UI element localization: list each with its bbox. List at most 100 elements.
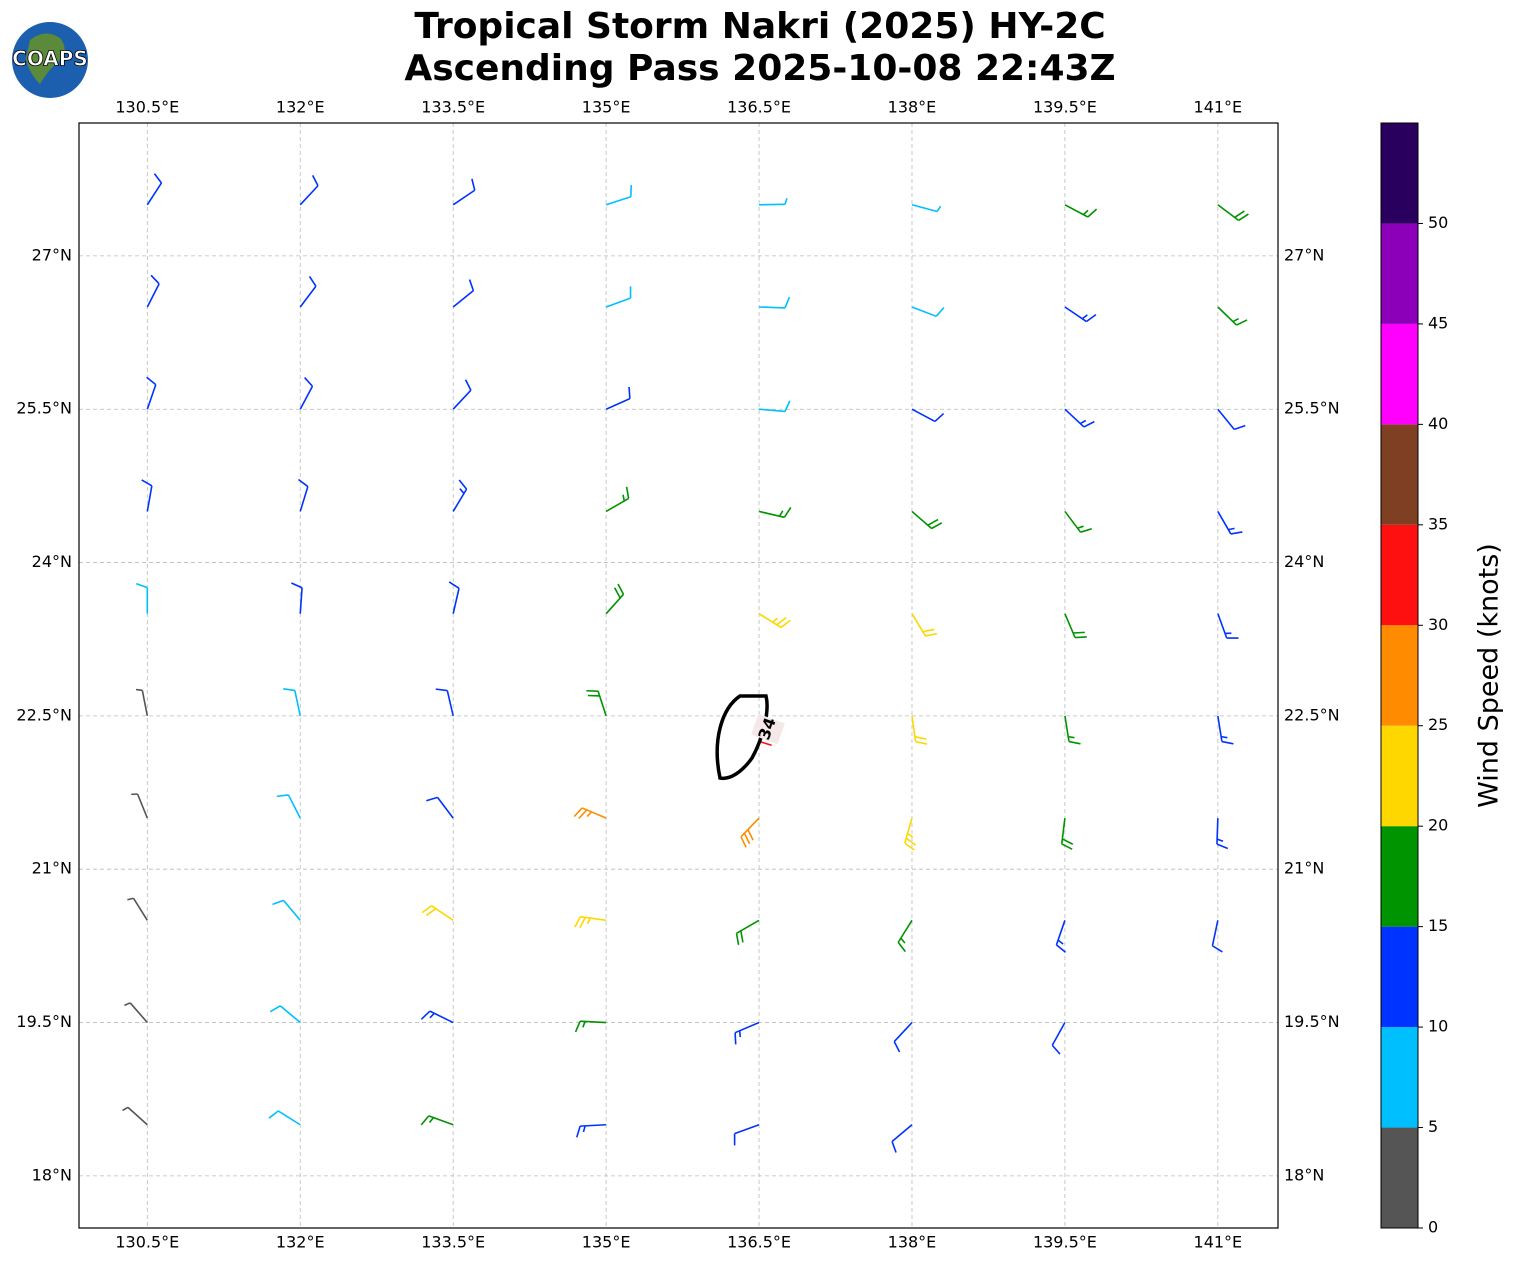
colorbar-tick-label: 50 <box>1428 213 1448 232</box>
barb-staff <box>1218 716 1222 742</box>
barb-staff <box>582 808 606 818</box>
barb-full <box>273 897 284 907</box>
barb-staff <box>1217 818 1218 844</box>
barb-full <box>1212 946 1224 952</box>
barb-full <box>785 401 790 412</box>
barb-staff <box>606 399 630 410</box>
barb-staff <box>606 498 629 511</box>
barb-full <box>576 1126 581 1137</box>
wind-barb <box>136 480 152 511</box>
barb-full <box>588 692 600 699</box>
barb-staff <box>606 197 631 205</box>
barb-staff <box>128 1107 147 1124</box>
wind-barb <box>1065 298 1096 324</box>
barb-staff <box>1065 205 1088 217</box>
colorbar-tick-label: 10 <box>1428 1017 1448 1036</box>
barb-staff <box>894 1023 912 1042</box>
colorbar-tick-label: 40 <box>1428 414 1448 433</box>
barb-full <box>1062 839 1073 844</box>
barb-full <box>291 583 302 588</box>
wind-barb <box>426 794 453 825</box>
wind-barb <box>1065 505 1092 536</box>
barb-half <box>122 1106 128 1112</box>
barb-staff <box>453 390 471 409</box>
wind-barb <box>1218 299 1247 328</box>
wind-barb <box>445 380 474 409</box>
barb-full <box>448 582 460 588</box>
wind-barb <box>447 179 478 205</box>
barb-full <box>935 412 944 424</box>
barb-staff <box>1218 614 1227 638</box>
wind-barb <box>1217 818 1229 848</box>
wind-barb <box>892 1023 921 1052</box>
barb-full <box>283 687 295 693</box>
x-tick-label: 138°E <box>888 1233 937 1252</box>
barb-full <box>426 794 437 804</box>
wind-barb <box>436 687 453 719</box>
wind-barb <box>598 584 626 614</box>
barb-staff <box>453 489 466 511</box>
colorbar-label: Wind Speed (knots) <box>1474 543 1505 808</box>
logo: COAPS <box>12 22 88 98</box>
wind-barb <box>292 175 321 204</box>
barb-staff <box>280 1006 300 1023</box>
wind-barb <box>576 1125 607 1138</box>
barb-full <box>149 275 161 284</box>
barb-staff <box>912 205 937 212</box>
wind-barb <box>1050 1023 1074 1055</box>
barb-full <box>436 687 448 693</box>
barb-half <box>773 617 778 623</box>
y-tick-label: 24°N <box>1284 552 1324 571</box>
y-tick-label: 24°N <box>32 552 72 571</box>
barb-full <box>936 306 944 318</box>
barb-full <box>785 297 789 308</box>
barb-staff <box>912 614 925 636</box>
barb-full <box>310 175 321 185</box>
colorbar-bin <box>1381 826 1418 926</box>
x-tick-label: 136.5°E <box>727 98 791 117</box>
barb-staff <box>288 795 300 818</box>
wind-barb <box>1218 196 1249 223</box>
barb-half <box>587 811 591 817</box>
x-tick-label: 136.5°E <box>727 1233 791 1252</box>
wind-barb <box>574 806 606 828</box>
colorbar-bin <box>1381 123 1418 223</box>
barb-full <box>1086 312 1095 323</box>
barb-half <box>587 918 590 924</box>
barb-full <box>1075 633 1087 641</box>
barb-full <box>457 480 468 489</box>
x-tick-label: 139.5°E <box>1033 1233 1097 1252</box>
chart-subtitle: Ascending Pass 2025-10-08 22:43Z <box>404 48 1115 89</box>
x-tick-label: 139.5°E <box>1033 98 1097 117</box>
wind-barb <box>131 792 147 820</box>
wind-barb <box>1065 714 1081 745</box>
wind-barb <box>912 199 941 212</box>
logo-text: COAPS <box>12 47 88 71</box>
barb-staff <box>912 716 916 742</box>
colorbar-tick-label: 25 <box>1428 715 1448 734</box>
barb-staff <box>142 690 147 716</box>
wind-contour: 34 <box>717 696 785 778</box>
barb-staff <box>1218 307 1237 325</box>
y-tick-label: 22.5°N <box>1284 705 1340 724</box>
barb-staff <box>1065 511 1081 532</box>
barb-full <box>421 1009 429 1021</box>
wind-barb <box>1212 920 1229 952</box>
barb-full <box>1050 1045 1062 1054</box>
wind-barb <box>759 296 789 308</box>
wind-barb <box>912 608 937 639</box>
barb-staff <box>284 900 301 920</box>
x-tick-label: 132°E <box>276 1233 325 1252</box>
barb-full <box>270 1003 280 1014</box>
barb-staff <box>735 1023 759 1033</box>
wind-barb <box>291 276 318 307</box>
barb-staff <box>1052 1023 1065 1046</box>
wind-barb <box>421 1009 453 1032</box>
barb-staff <box>147 183 161 205</box>
barb-staff <box>737 920 760 933</box>
colorbar-bin <box>1381 927 1418 1027</box>
barb-full <box>1234 422 1245 432</box>
barb-full <box>733 933 742 945</box>
y-tick-label: 19.5°N <box>16 1012 72 1031</box>
